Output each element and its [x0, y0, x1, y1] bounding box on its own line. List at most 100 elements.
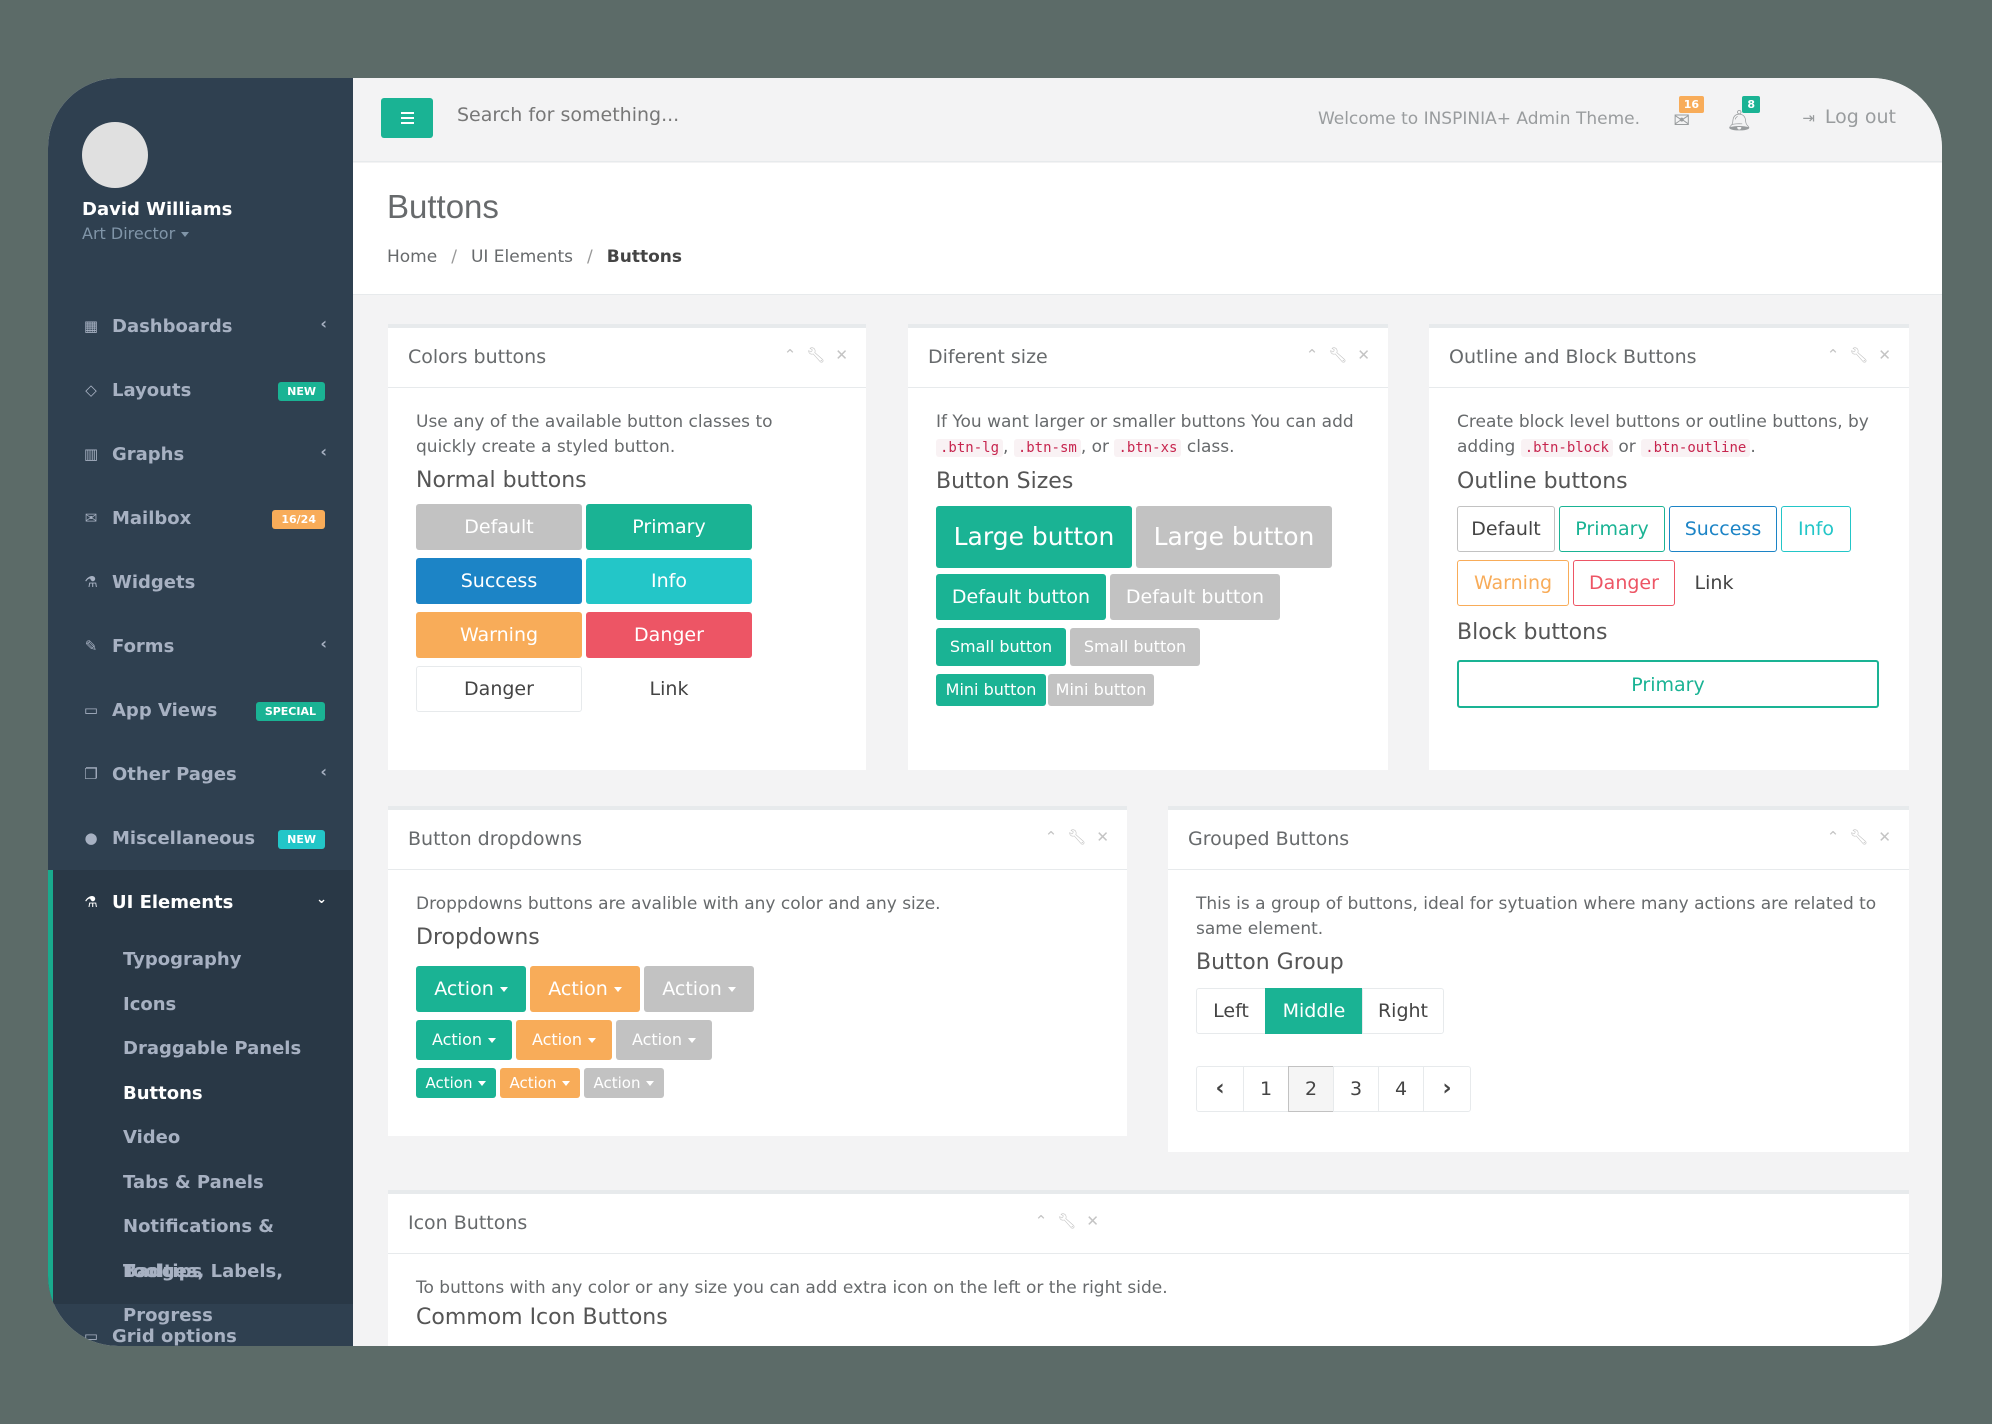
outline-warning-button[interactable]: Warning	[1457, 560, 1569, 606]
sidebar-item-miscellaneous[interactable]: ● Miscellaneous NEW	[48, 806, 353, 870]
block-primary-button[interactable]: Primary	[1457, 660, 1879, 708]
pagination-page[interactable]: 1	[1243, 1066, 1289, 1112]
sidebar-item-mailbox[interactable]: ✉ Mailbox 16/24	[48, 486, 353, 550]
wrench-icon[interactable]: 🔧︎	[1328, 346, 1348, 364]
ui-elements-submenu: Typography Icons Draggable Panels Button…	[48, 934, 353, 1327]
default-button[interactable]: Default	[416, 504, 582, 550]
sidebar-subitem-typography[interactable]: Typography	[123, 949, 242, 970]
sidebar-item-app-views[interactable]: ▭ App Views SPECIAL	[48, 678, 353, 742]
sidebar-subitem-draggable-panels[interactable]: Draggable Panels	[123, 1038, 302, 1059]
dropdown-label: Action	[509, 1074, 557, 1092]
default-default-button[interactable]: Default button	[1110, 574, 1280, 620]
info-button[interactable]: Info	[586, 558, 752, 604]
sidebar-item-forms[interactable]: ✎ Forms ‹	[48, 614, 353, 678]
sidebar-item-widgets[interactable]: ⚗ Widgets	[48, 550, 353, 614]
link-button[interactable]: Link	[649, 678, 689, 700]
sidebar-subitem-notifications[interactable]: Notifications & Tooltips	[123, 1216, 274, 1282]
sidebar-item-layouts[interactable]: ◇ Layouts NEW	[48, 358, 353, 422]
action-dropdown-primary-sm[interactable]: Action	[416, 1020, 512, 1060]
close-icon[interactable]: ✕	[1878, 828, 1891, 846]
collapse-icon[interactable]: ⌃	[1826, 346, 1840, 364]
envelope-icon[interactable]: ✉	[1673, 108, 1690, 132]
action-dropdown-warning-sm[interactable]: Action	[516, 1020, 612, 1060]
action-dropdown-primary-xs[interactable]: Action	[416, 1068, 496, 1098]
avatar[interactable]	[82, 122, 148, 188]
pagination-page[interactable]: 3	[1333, 1066, 1379, 1112]
group-middle-button[interactable]: Middle	[1265, 988, 1363, 1034]
sidebar-item-other-pages[interactable]: ❐ Other Pages ‹	[48, 742, 353, 806]
sidebar-subitem-icons[interactable]: Icons	[123, 993, 177, 1015]
panel-header: Button dropdowns ⌃ 🔧︎ ✕	[388, 810, 1127, 870]
wrench-icon[interactable]: 🔧︎	[1849, 346, 1869, 364]
profile-role-dropdown[interactable]: Art Director	[82, 224, 353, 243]
breadcrumb-home[interactable]: Home	[387, 247, 438, 267]
large-primary-button[interactable]: Large button	[936, 506, 1132, 568]
close-icon[interactable]: ✕	[1086, 1212, 1099, 1230]
wrench-icon[interactable]: 🔧︎	[1067, 828, 1087, 846]
panel-title: Outline and Block Buttons	[1449, 346, 1697, 368]
sidebar-item-label: Other Pages	[112, 763, 237, 785]
logout-link[interactable]: ⇥ Log out	[1802, 106, 1896, 128]
default-primary-button[interactable]: Default button	[936, 574, 1106, 620]
warning-button[interactable]: Warning	[416, 612, 582, 658]
outline-default-button[interactable]: Default	[1457, 506, 1555, 552]
action-dropdown-default-sm[interactable]: Action	[616, 1020, 712, 1060]
outline-primary-button[interactable]: Primary	[1559, 506, 1665, 552]
collapse-icon[interactable]: ⌃	[1826, 828, 1840, 846]
collapse-icon[interactable]: ⌃	[783, 346, 797, 364]
panel-description: This is a group of buttons, ideal for sy…	[1196, 894, 1877, 939]
wrench-icon[interactable]: 🔧︎	[1849, 828, 1869, 846]
action-dropdown-default-xs[interactable]: Action	[584, 1068, 664, 1098]
outline-link-button[interactable]: Link	[1694, 572, 1734, 594]
close-icon[interactable]: ✕	[1357, 346, 1370, 364]
group-left-button[interactable]: Left	[1196, 988, 1266, 1034]
outline-success-button[interactable]: Success	[1669, 506, 1777, 552]
outline-danger-button[interactable]: Danger	[1573, 560, 1675, 606]
white-button[interactable]: Danger	[416, 666, 582, 712]
sidebar-subitem-video[interactable]: Video	[123, 1127, 181, 1148]
sidebar-item-ui-elements[interactable]: ⚗ UI Elements ⌄	[48, 870, 353, 934]
sidebar-subitem-buttons[interactable]: Buttons	[123, 1082, 203, 1104]
code-snippet: .btn-outline	[1641, 439, 1751, 457]
profile-name[interactable]: David Williams	[82, 199, 233, 220]
close-icon[interactable]: ✕	[835, 346, 848, 364]
sidebar-subitem-badges[interactable]: Badges, Labels, Progress	[123, 1260, 284, 1327]
collapse-icon[interactable]: ⌃	[1044, 828, 1058, 846]
action-dropdown-warning-xs[interactable]: Action	[500, 1068, 580, 1098]
close-icon[interactable]: ✕	[1096, 828, 1109, 846]
outline-info-button[interactable]: Info	[1781, 506, 1851, 552]
close-icon[interactable]: ✕	[1878, 346, 1891, 364]
pagination-page[interactable]: 4	[1378, 1066, 1424, 1112]
wrench-icon[interactable]: 🔧︎	[806, 346, 826, 364]
pagination-page-active[interactable]: 2	[1288, 1066, 1334, 1112]
wrench-icon[interactable]: 🔧︎	[1057, 1212, 1077, 1230]
panel-description: Use any of the available button classes …	[416, 412, 773, 457]
action-dropdown-primary-lg[interactable]: Action	[416, 966, 526, 1012]
collapse-icon[interactable]: ⌃	[1034, 1212, 1048, 1230]
large-default-button[interactable]: Large button	[1136, 506, 1332, 568]
small-primary-button[interactable]: Small button	[936, 628, 1066, 666]
success-button[interactable]: Success	[416, 558, 582, 604]
collapse-icon[interactable]: ⌃	[1305, 346, 1319, 364]
action-dropdown-default-lg[interactable]: Action	[644, 966, 754, 1012]
mini-primary-button[interactable]: Mini button	[936, 674, 1046, 706]
sidebar-item-grid-options[interactable]: ▭ Grid options	[48, 1304, 353, 1347]
primary-button[interactable]: Primary	[586, 504, 752, 550]
icon-buttons-panel: Icon Buttons ⌃ 🔧︎ ✕ To buttons with any col…	[388, 1190, 1909, 1346]
pagination-prev-icon[interactable]: ‹	[1196, 1066, 1244, 1112]
envelope-icon: ✉	[84, 509, 98, 527]
search-input[interactable]	[457, 104, 877, 126]
action-dropdown-warning-lg[interactable]: Action	[530, 966, 640, 1012]
group-right-button[interactable]: Right	[1362, 988, 1444, 1034]
menu-toggle-button[interactable]	[381, 98, 433, 138]
sidebar-item-graphs[interactable]: ▥ Graphs ‹	[48, 422, 353, 486]
sidebar-item-dashboards[interactable]: ▦ Dashboards ‹	[48, 294, 353, 358]
mini-default-button[interactable]: Mini button	[1048, 674, 1154, 706]
description-text: If You want larger or smaller buttons Yo…	[936, 412, 1354, 432]
code-snippet: .btn-lg	[936, 439, 1004, 457]
danger-button[interactable]: Danger	[586, 612, 752, 658]
sidebar-subitem-tabs-panels[interactable]: Tabs & Panels	[123, 1171, 264, 1193]
breadcrumb-ui-elements[interactable]: UI Elements	[470, 247, 574, 267]
pagination-next-icon[interactable]: ›	[1423, 1066, 1471, 1112]
small-default-button[interactable]: Small button	[1070, 628, 1200, 666]
